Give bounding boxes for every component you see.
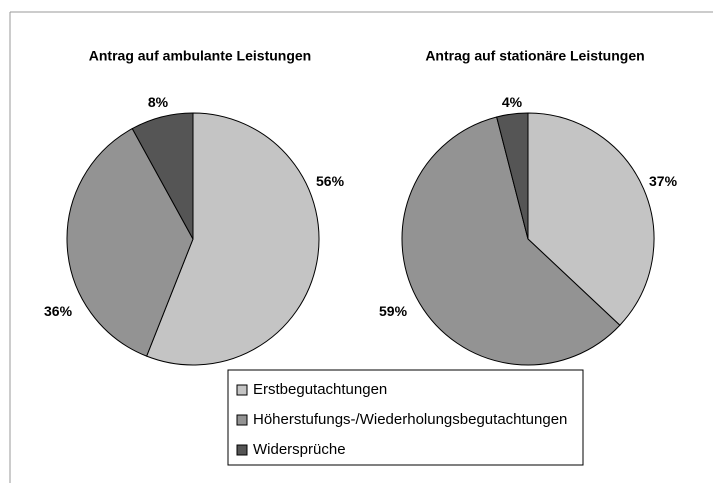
data-label: 59%	[379, 303, 408, 319]
legend-label: Höherstufungs-/Wiederholungsbegutachtung…	[253, 411, 567, 428]
legend-swatch	[236, 384, 248, 396]
legend-label: Widersprüche	[253, 441, 346, 458]
pie-slice	[66, 127, 194, 357]
pie-slice	[527, 112, 655, 326]
legend-swatch	[236, 414, 248, 426]
pie-slice	[401, 116, 621, 366]
pie-slice	[131, 112, 194, 240]
data-label: 36%	[44, 303, 73, 319]
legend-box	[227, 369, 584, 466]
data-label: 4%	[502, 94, 523, 110]
pie-slice	[496, 112, 529, 240]
chart-title: Antrag auf stationäre Leistungen	[425, 48, 644, 64]
data-label: 37%	[649, 173, 678, 189]
legend-label: Erstbegutachtungen	[253, 381, 387, 398]
data-label: 8%	[148, 94, 169, 110]
legend-swatch	[236, 444, 248, 456]
pie-slice	[145, 112, 320, 366]
data-label: 56%	[316, 173, 345, 189]
chart-title: Antrag auf ambulante Leistungen	[89, 48, 311, 64]
